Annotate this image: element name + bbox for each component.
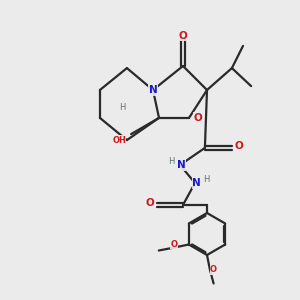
Text: O: O — [178, 31, 188, 41]
Text: O: O — [193, 113, 202, 123]
Text: O: O — [146, 198, 155, 208]
Text: O: O — [234, 141, 243, 152]
Text: O: O — [210, 266, 217, 274]
Text: H: H — [203, 175, 210, 184]
Text: OH: OH — [112, 136, 126, 145]
Text: H: H — [119, 103, 125, 112]
Text: N: N — [148, 85, 158, 95]
Text: N: N — [192, 178, 201, 188]
Text: N: N — [177, 160, 186, 170]
Text: H: H — [168, 157, 174, 166]
Text: O: O — [171, 240, 178, 249]
